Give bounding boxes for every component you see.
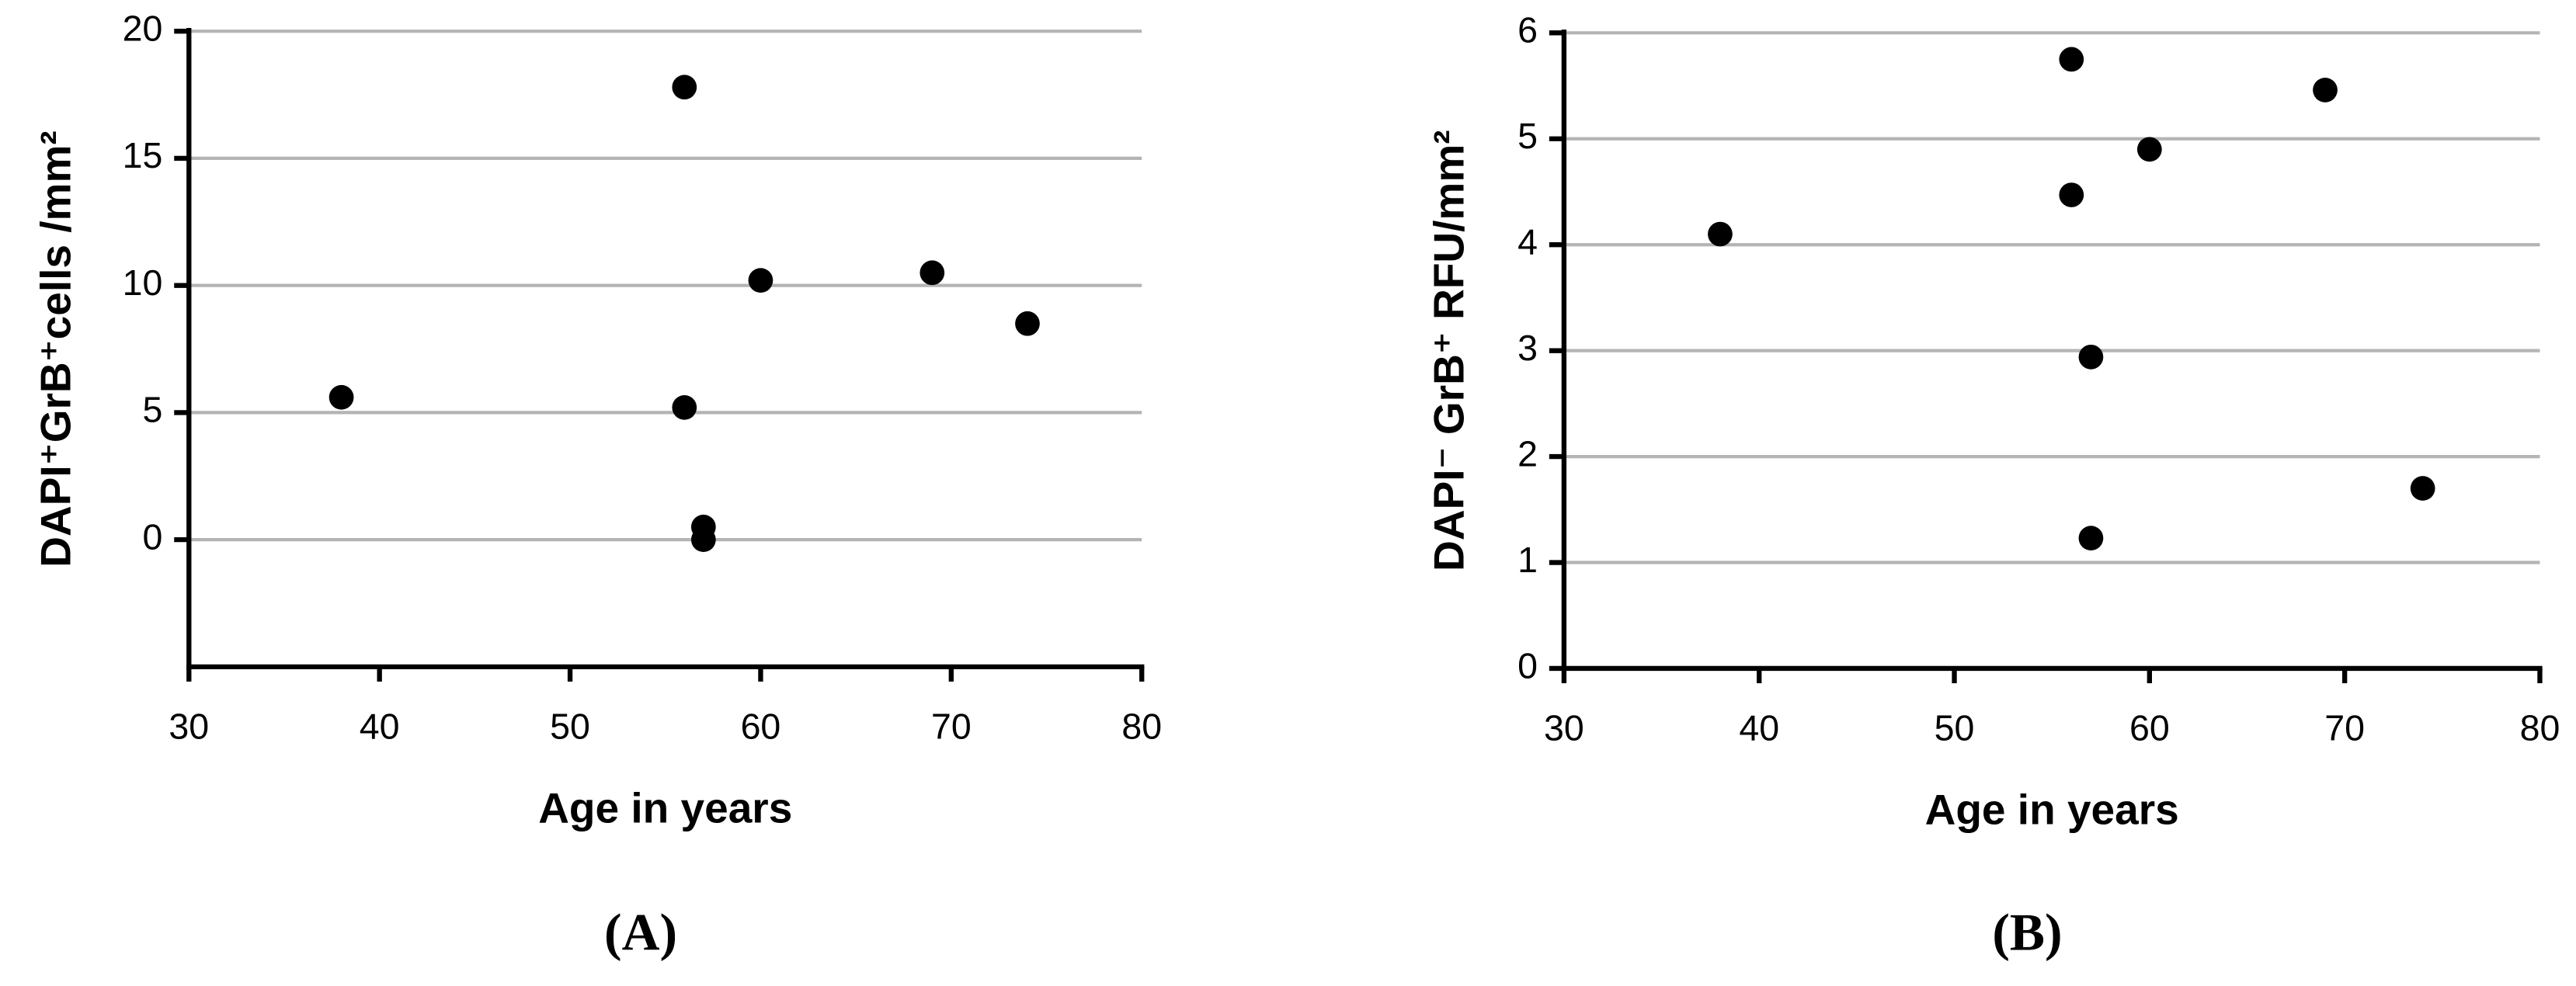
x-tick-label: 80 (2520, 708, 2560, 748)
point (920, 260, 945, 286)
point (2136, 137, 2162, 162)
x-axis-title: Age in years (538, 784, 792, 832)
point (2059, 47, 2084, 72)
y-tick-label: 5 (143, 390, 163, 430)
x-tick-label: 40 (360, 707, 400, 747)
x-tick-label: 30 (169, 707, 209, 747)
y-tick-label: 20 (123, 8, 163, 48)
point (2410, 476, 2435, 501)
point (2078, 344, 2104, 370)
y-tick-label: 2 (1517, 433, 1538, 474)
y-tick-label: 1 (1517, 540, 1538, 580)
point (1015, 311, 1040, 336)
x-tick-label: 70 (2324, 708, 2365, 748)
x-tick-label: 60 (741, 707, 781, 747)
point (2313, 78, 2338, 102)
x-tick-label: 60 (2129, 708, 2170, 748)
y-axis-title: DAPI⁺GrB⁺cells /mm² (32, 130, 80, 567)
y-tick-label: 0 (143, 516, 163, 557)
x-tick-label: 50 (550, 707, 590, 747)
y-tick-label: 4 (1517, 221, 1538, 262)
x-tick-label: 80 (1121, 707, 1162, 747)
x-tick-label: 70 (931, 707, 972, 747)
y-tick-label: 15 (123, 135, 163, 175)
panel-label: (B) (1992, 903, 2062, 961)
y-tick-label: 5 (1517, 116, 1538, 156)
y-axis-title: DAPI⁻ GrB⁺ RFU/mm² (1425, 130, 1473, 571)
point (748, 268, 773, 293)
point (2059, 182, 2084, 207)
point (2078, 526, 2104, 551)
y-tick-label: 0 (1517, 645, 1538, 686)
point (672, 394, 697, 420)
x-tick-label: 30 (1544, 708, 1584, 748)
y-tick-label: 3 (1517, 328, 1538, 368)
x-tick-label: 50 (1935, 708, 1975, 748)
point (1708, 221, 1733, 247)
x-axis-title: Age in years (1925, 786, 2179, 834)
panel-label: (A) (604, 903, 677, 961)
y-tick-label: 6 (1517, 10, 1538, 50)
y-tick-label: 10 (123, 262, 163, 303)
point (329, 384, 354, 410)
x-tick-label: 40 (1739, 708, 1779, 748)
point (672, 75, 697, 100)
point (690, 527, 716, 552)
